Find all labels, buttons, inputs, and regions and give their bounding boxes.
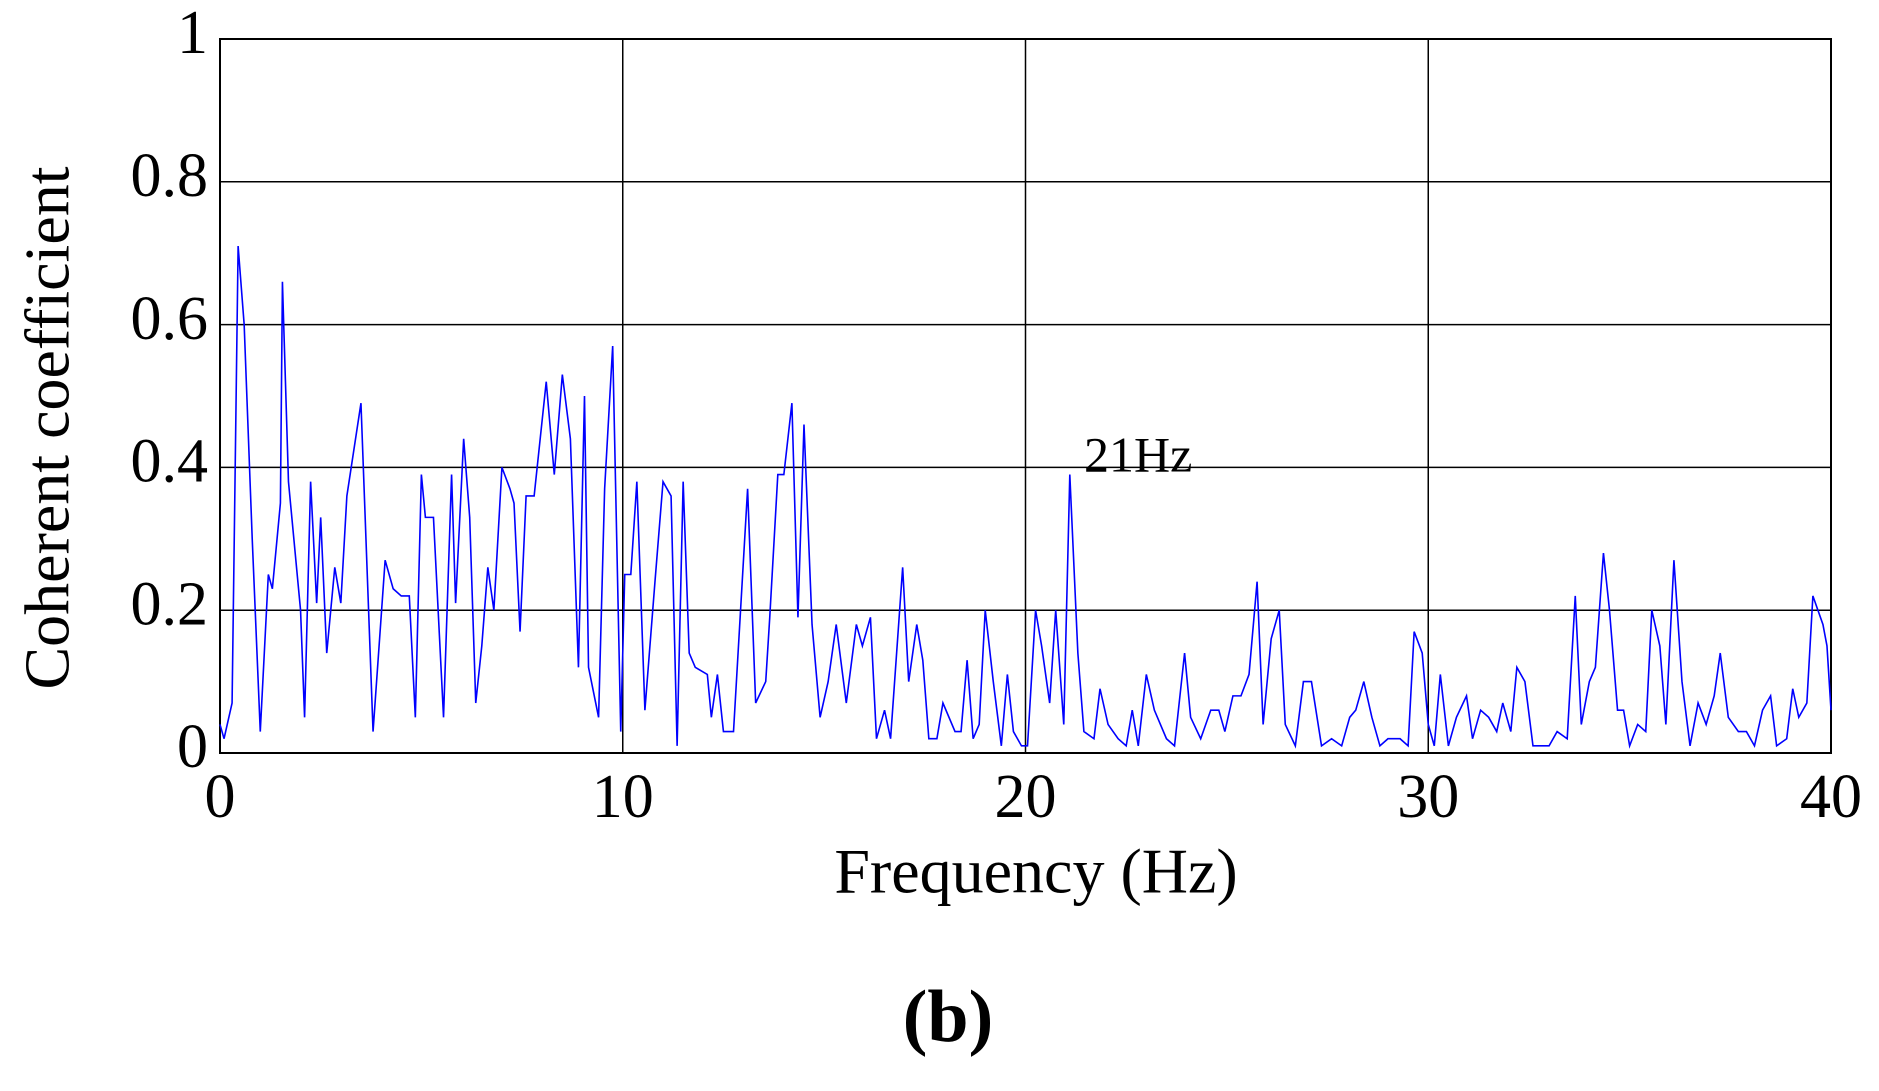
x-axis-label: Frequency (Hz): [834, 836, 1237, 907]
annotation: 21Hz: [1084, 426, 1192, 482]
caption: (b): [903, 976, 993, 1058]
y-tick-label: 0.2: [131, 570, 209, 638]
plot-frame: [219, 38, 1832, 754]
y-tick-label: 0.8: [131, 142, 209, 210]
x-tick-label: 20: [995, 763, 1057, 831]
y-tick-label: 0: [177, 713, 208, 781]
y-tick-label: 0.6: [131, 285, 209, 353]
x-tick-label: 0: [205, 763, 236, 831]
data-line: [219, 245, 1832, 749]
x-tick-label: 40: [1800, 763, 1862, 831]
y-axis-label: Coherent coefficient: [12, 166, 83, 689]
y-tick-label: 0.4: [131, 428, 209, 496]
x-tick-label: 30: [1397, 763, 1459, 831]
x-tick-label: 10: [592, 763, 654, 831]
y-tick-label: 1: [177, 0, 208, 67]
